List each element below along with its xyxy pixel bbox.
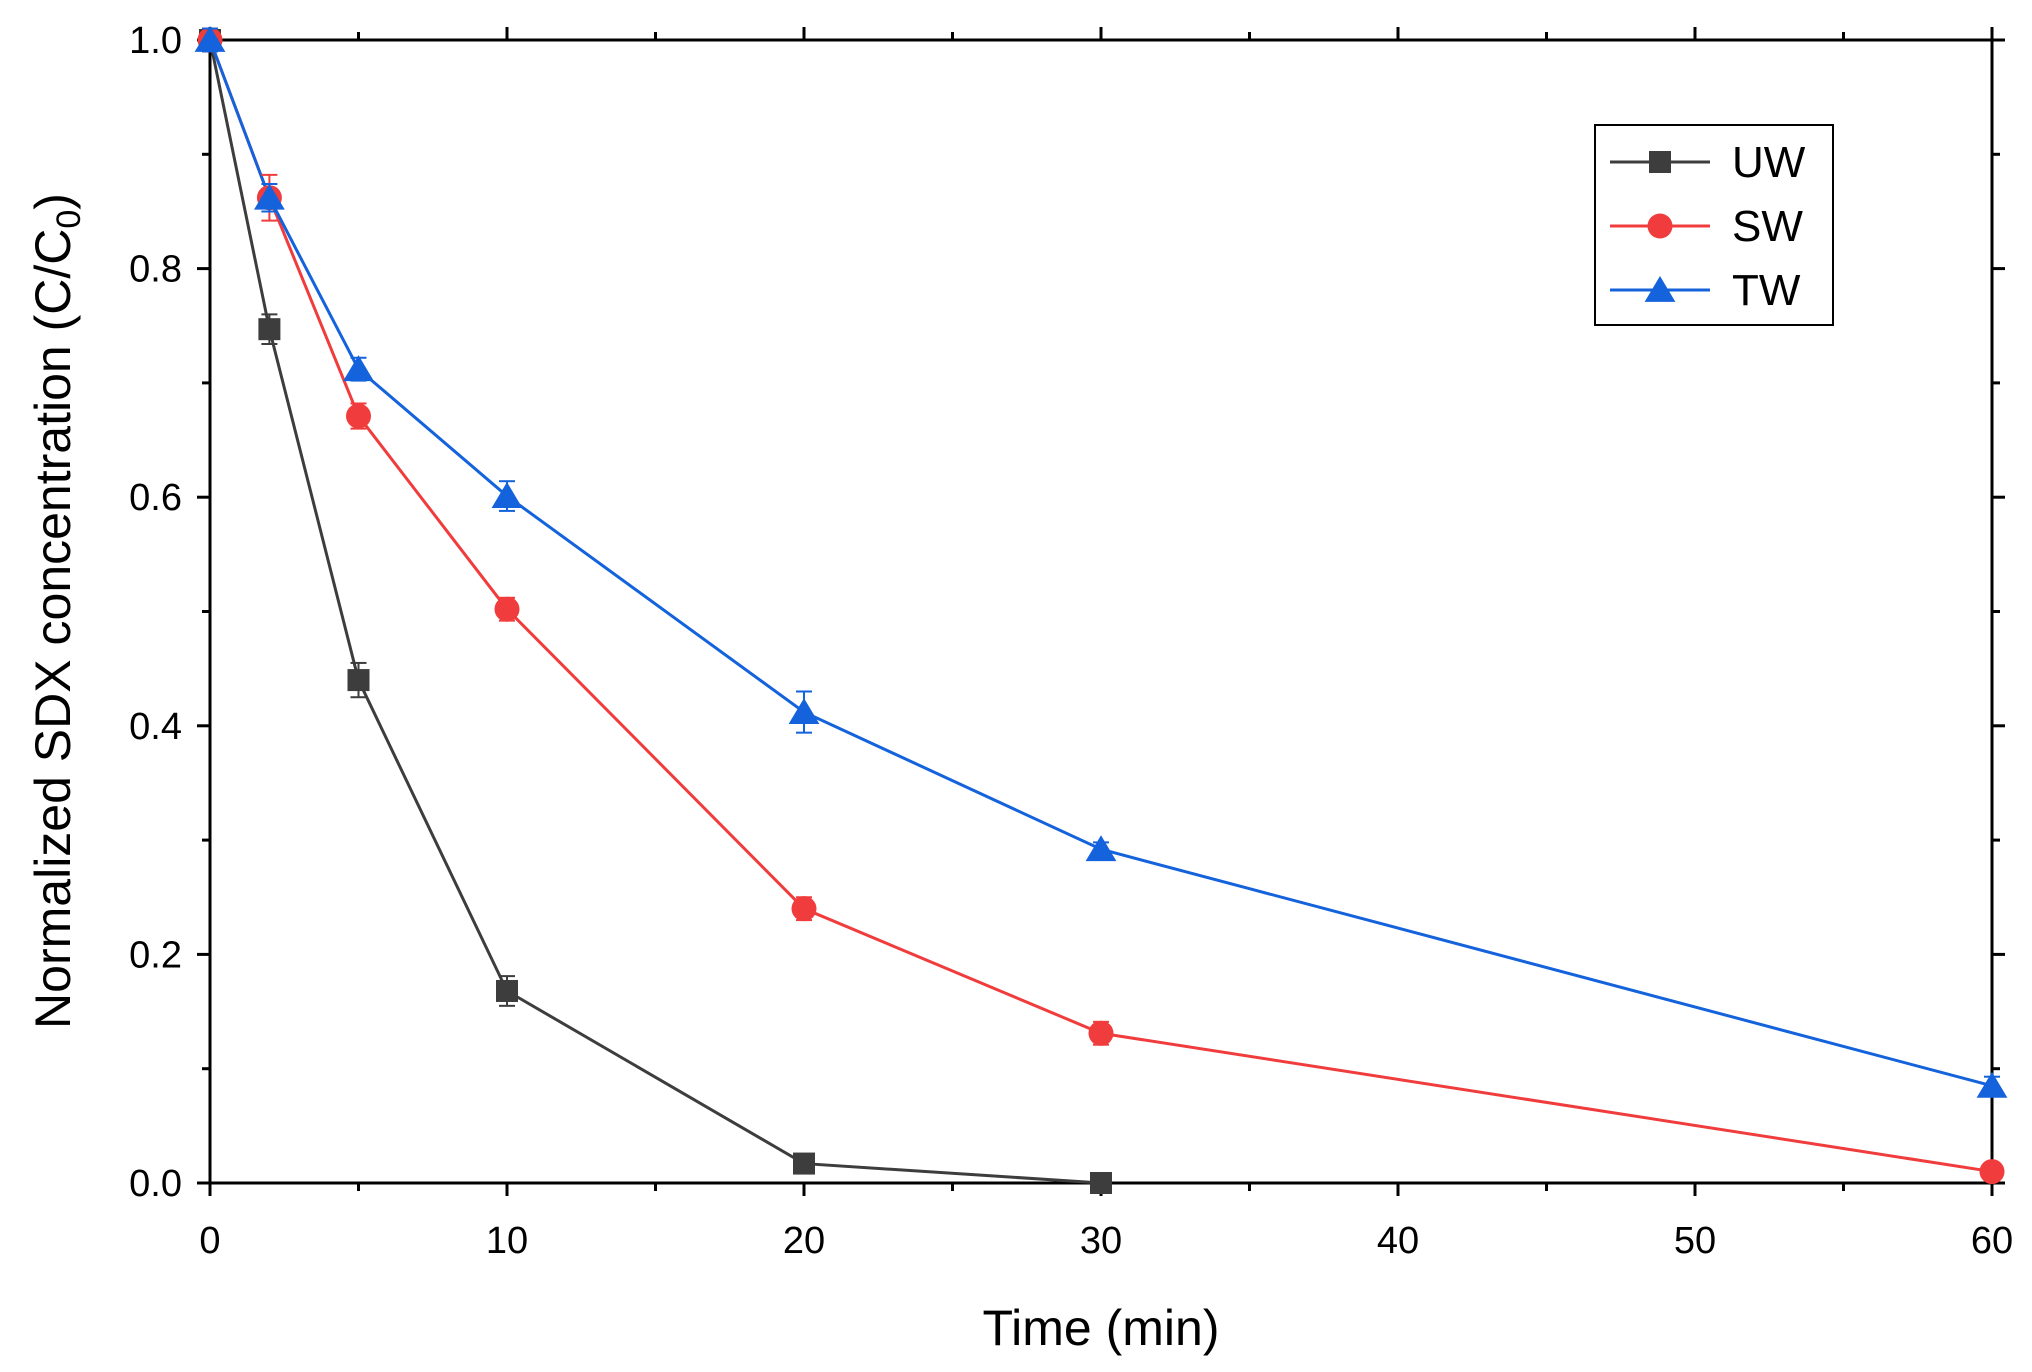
- axes: 0 10 20 30 40 50 60 0.0 0.2 0.4 0.6 0.8 1.0: [129, 20, 2013, 1262]
- data-point-uw-20: [793, 1152, 815, 1175]
- y-tick-label-0.6: 0.6: [129, 477, 182, 519]
- data-point-tw-60: [1976, 1071, 2008, 1098]
- data-point-sw-30: [1088, 1020, 1114, 1046]
- legend-item-uw: UW: [1610, 138, 1806, 187]
- legend-label-sw: SW: [1732, 202, 1803, 251]
- data-point-sw-5: [346, 403, 371, 429]
- legend-item-sw: SW: [1610, 202, 1803, 251]
- x-tick-label-40: 40: [1377, 1220, 1419, 1262]
- legend-label-tw: TW: [1732, 266, 1801, 315]
- data-point-tw-0: [194, 26, 226, 52]
- y-tick-label-0.4: 0.4: [129, 706, 182, 748]
- legend: UW SW TW: [1594, 124, 1834, 326]
- series-markers: [194, 26, 2008, 1194]
- data-point-tw-5: [343, 355, 374, 382]
- legend-marker-tw: [1644, 276, 1676, 302]
- y-axis-title-subscript: 0: [50, 210, 88, 229]
- y-axis-title-main: Normalized SDX concentration (C/C: [25, 229, 81, 1029]
- x-tick-label-20: 20: [783, 1220, 825, 1262]
- data-point-sw-60: [1979, 1159, 2005, 1185]
- data-point-tw-30: [1085, 835, 1117, 862]
- legend-item-tw: TW: [1610, 266, 1801, 315]
- data-point-uw-30: [1090, 1172, 1112, 1194]
- data-point-sw-20: [791, 896, 817, 922]
- y-axis-title: Normalized SDX concentration (C/C0): [25, 193, 88, 1029]
- y-axis-title-close: ): [25, 193, 81, 210]
- y-tick-label-0.2: 0.2: [129, 934, 182, 976]
- y-tick-label-1.0: 1.0: [129, 20, 182, 62]
- legend-marker-sw: [1647, 213, 1673, 239]
- data-point-uw-5: [347, 669, 370, 692]
- legend-label-uw: UW: [1732, 138, 1806, 187]
- data-point-uw-2: [258, 318, 281, 341]
- x-tick-label-60: 60: [1971, 1220, 2013, 1262]
- data-point-uw-10: [496, 979, 518, 1002]
- data-point-tw-10: [491, 482, 523, 508]
- series-line-uw: [208, 39, 1102, 1185]
- data-point-sw-10: [494, 596, 520, 622]
- legend-marker-uw: [1649, 151, 1671, 173]
- x-tick-label-10: 10: [486, 1220, 528, 1262]
- y-tick-label-0.0: 0.0: [129, 1163, 182, 1205]
- x-tick-label-0: 0: [199, 1220, 220, 1262]
- y-tick-label-0.8: 0.8: [129, 249, 182, 291]
- x-tick-label-50: 50: [1674, 1220, 1716, 1262]
- data-point-tw-20: [788, 698, 820, 724]
- x-tick-label-30: 30: [1080, 1220, 1122, 1262]
- data-point-tw-2: [254, 183, 285, 210]
- x-axis-title: Time (min): [982, 1300, 1219, 1356]
